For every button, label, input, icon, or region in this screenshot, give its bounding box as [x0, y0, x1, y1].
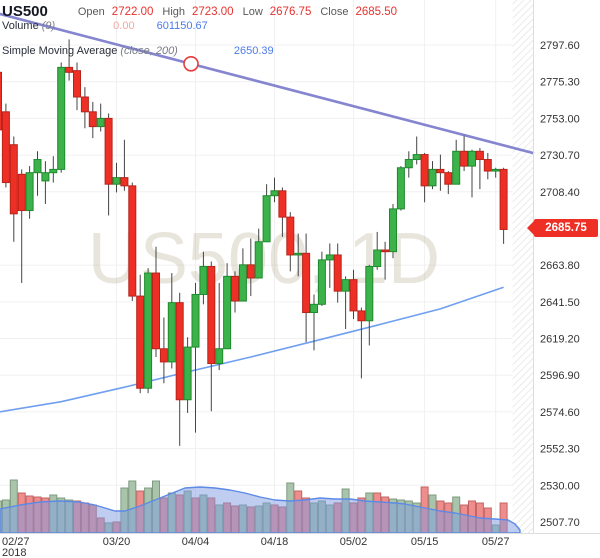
- future-margin-hatch: [512, 0, 534, 533]
- trend-line-handle[interactable]: [183, 55, 199, 72]
- svg-text:2574.60: 2574.60: [540, 407, 580, 419]
- last-price-tag: 2685.75: [527, 219, 598, 237]
- volume-ma-area: [0, 486, 521, 534]
- svg-text:2708.40: 2708.40: [540, 187, 580, 199]
- svg-text:2730.70: 2730.70: [540, 150, 580, 162]
- svg-text:05/02: 05/02: [340, 536, 368, 548]
- svg-text:05/27: 05/27: [482, 536, 510, 548]
- svg-text:04/04: 04/04: [182, 536, 210, 548]
- svg-text:2641.50: 2641.50: [540, 297, 580, 309]
- svg-text:05/15: 05/15: [411, 536, 439, 548]
- svg-text:2775.30: 2775.30: [540, 77, 580, 89]
- svg-text:2530.00: 2530.00: [540, 480, 580, 492]
- svg-text:02/27: 02/27: [2, 536, 30, 548]
- svg-text:2753.00: 2753.00: [540, 113, 580, 125]
- price-axis[interactable]: 2797.60 2775.30 2753.00 2730.70 2708.40 2663.…: [540, 40, 580, 529]
- svg-text:2552.30: 2552.30: [540, 444, 580, 456]
- svg-text:04/18: 04/18: [261, 536, 289, 548]
- svg-text:2018: 2018: [2, 547, 26, 558]
- svg-text:2619.20: 2619.20: [540, 334, 580, 346]
- svg-text:2507.70: 2507.70: [540, 517, 580, 529]
- sma-200-line: [0, 286, 504, 413]
- svg-text:03/20: 03/20: [103, 536, 131, 548]
- svg-text:2663.80: 2663.80: [540, 260, 580, 272]
- trend-line[interactable]: [0, 12, 535, 155]
- svg-text:2596.90: 2596.90: [540, 370, 580, 382]
- svg-text:2797.60: 2797.60: [540, 40, 580, 52]
- candlestick-series: [0, 39, 508, 446]
